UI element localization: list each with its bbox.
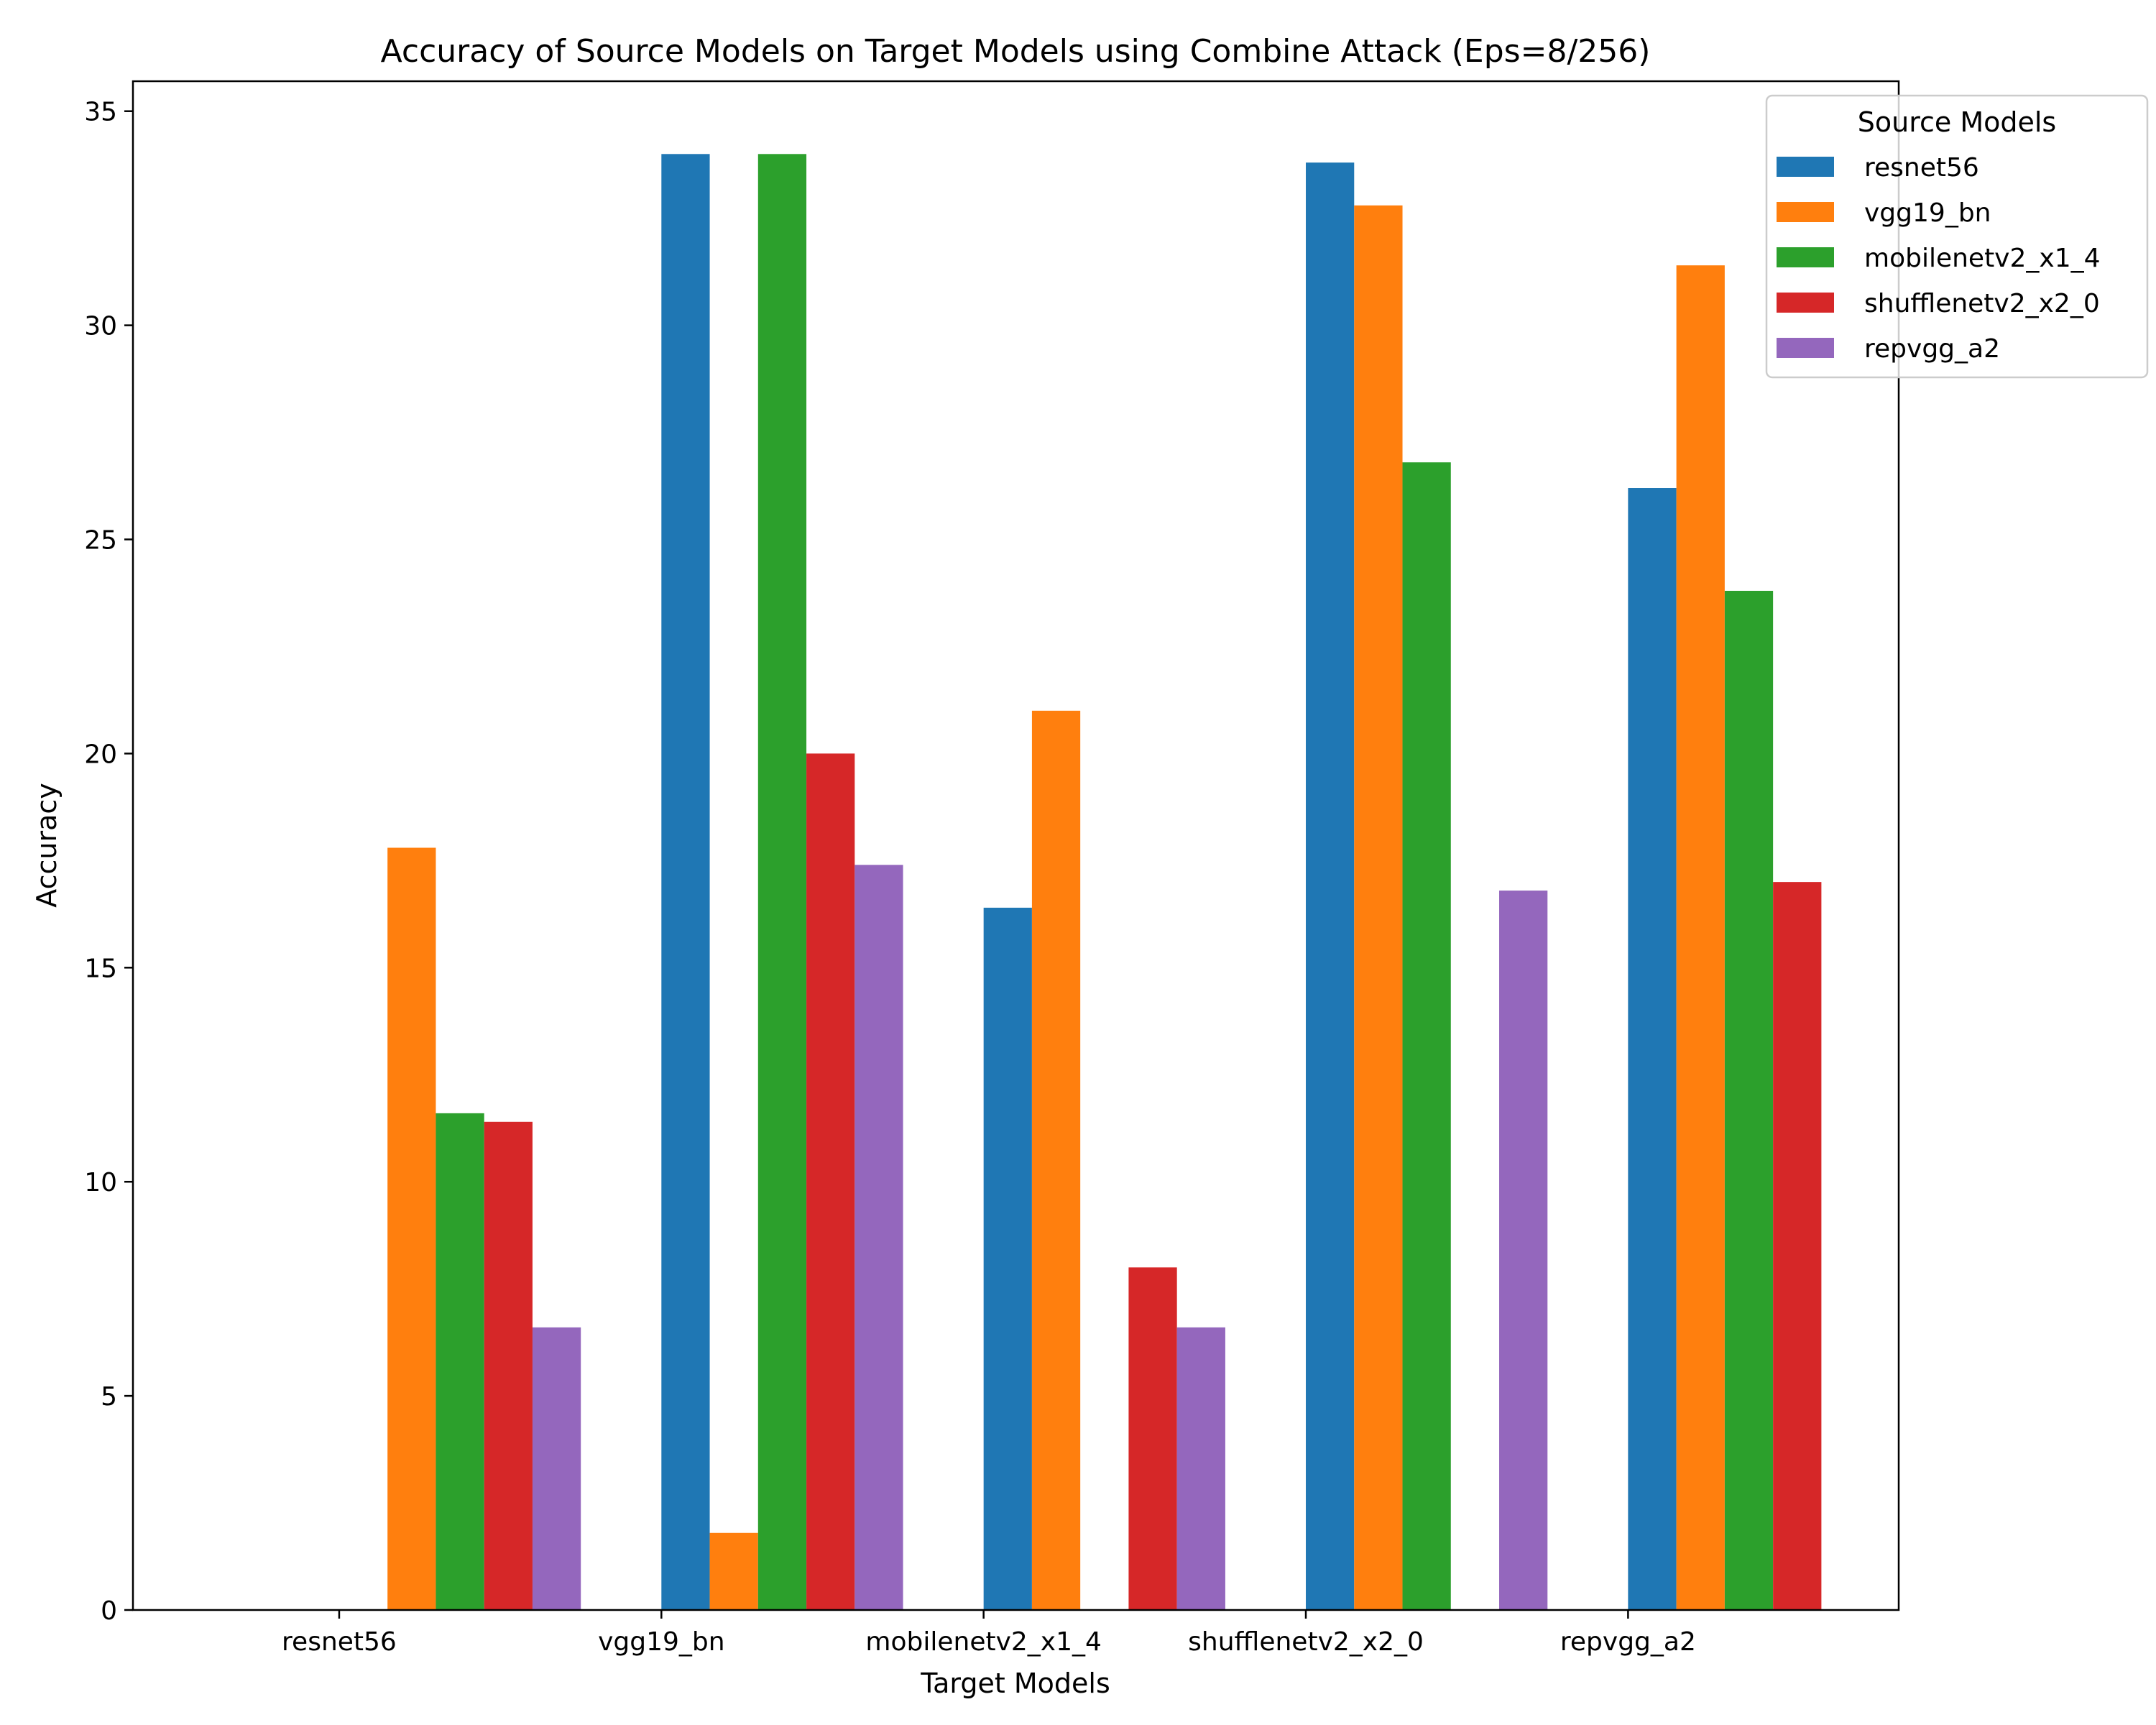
bar-vgg19_bn-shufflenetv2_x2_0 — [1354, 205, 1403, 1610]
bar-repvgg_a2-vgg19_bn — [854, 865, 903, 1610]
bar-shufflenetv2_x2_0-repvgg_a2 — [1773, 882, 1822, 1610]
legend-box — [1765, 94, 2149, 379]
bar-repvgg_a2-mobilenetv2_x1_4 — [1176, 1327, 1225, 1610]
bar-repvgg_a2-resnet56 — [532, 1327, 581, 1610]
bar-resnet56-vgg19_bn — [661, 154, 710, 1610]
x-axis-label: Target Models — [920, 1668, 1110, 1699]
legend-swatch-repvgg_a2 — [1777, 338, 1834, 358]
bar-mobilenetv2_x1_4-repvgg_a2 — [1724, 591, 1774, 1610]
y-tick-label: 25 — [84, 526, 117, 556]
bar-vgg19_bn-repvgg_a2 — [1676, 265, 1725, 1611]
legend: Source Models resnet56 vgg19_bn mobilenetv… — [1765, 94, 2149, 379]
legend-label-resnet56: resnet56 — [1864, 153, 1979, 183]
y-tick-label: 5 — [101, 1382, 117, 1412]
legend-title: Source Models — [1858, 106, 2056, 138]
y-tick-label: 20 — [84, 740, 117, 769]
x-tick-label-resnet56: resnet56 — [282, 1627, 397, 1657]
bar-mobilenetv2_x1_4-resnet56 — [436, 1113, 484, 1610]
chart-title: Accuracy of Source Models on Target Mode… — [381, 33, 1651, 70]
y-tick-label: 30 — [84, 312, 117, 341]
legend-swatch-mobilenetv2_x1_4 — [1777, 247, 1834, 267]
x-axis-ticks: resnet56 vgg19_bn mobilenetv2_x1_4 shufflen… — [282, 1610, 1696, 1657]
bar-mobilenetv2_x1_4-vgg19_bn — [757, 154, 807, 1610]
legend-swatch-resnet56 — [1777, 157, 1834, 177]
x-tick-label-vgg19_bn: vgg19_bn — [598, 1627, 724, 1657]
bar-shufflenetv2_x2_0-vgg19_bn — [806, 753, 855, 1610]
bar-resnet56-mobilenetv2_x1_4 — [983, 907, 1032, 1610]
y-tick-label: 15 — [84, 954, 117, 983]
y-tick-label: 35 — [84, 98, 117, 127]
legend-label-mobilenetv2_x1_4: mobilenetv2_x1_4 — [1864, 244, 2101, 273]
plot-frame — [132, 80, 1900, 1611]
bar-shufflenetv2_x2_0-mobilenetv2_x1_4 — [1128, 1267, 1177, 1610]
x-tick-label-shufflenetv2_x2_0: shufflenetv2_x2_0 — [1188, 1627, 1424, 1657]
bar-resnet56-repvgg_a2 — [1628, 488, 1677, 1610]
y-tick-label: 10 — [84, 1168, 117, 1197]
y-axis-ticks: 0 5 10 15 20 25 30 35 — [84, 98, 133, 1626]
legend-swatch-shufflenetv2_x2_0 — [1777, 293, 1834, 313]
bar-vgg19_bn-vgg19_bn — [709, 1532, 758, 1610]
legend-label-shufflenetv2_x2_0: shufflenetv2_x2_0 — [1864, 289, 2100, 318]
legend-label-repvgg_a2: repvgg_a2 — [1864, 334, 2000, 364]
legend-items: resnet56 vgg19_bn mobilenetv2_x1_4 shufflen… — [1777, 153, 2101, 364]
bar-shufflenetv2_x2_0-resnet56 — [484, 1121, 533, 1610]
bar-repvgg_a2-shufflenetv2_x2_0 — [1499, 891, 1548, 1610]
bar-vgg19_bn-mobilenetv2_x1_4 — [1031, 710, 1081, 1610]
y-tick-label: 0 — [101, 1596, 117, 1626]
bars-group — [387, 154, 1822, 1611]
legend-label-vgg19_bn: vgg19_bn — [1864, 198, 1991, 228]
x-tick-label-mobilenetv2_x1_4: mobilenetv2_x1_4 — [865, 1627, 1102, 1657]
x-tick-label-repvgg_a2: repvgg_a2 — [1560, 1627, 1696, 1657]
bar-vgg19_bn-resnet56 — [387, 847, 436, 1610]
bar-mobilenetv2_x1_4-shufflenetv2_x2_0 — [1402, 462, 1451, 1610]
y-axis-label: Accuracy — [31, 783, 63, 908]
legend-swatch-vgg19_bn — [1777, 202, 1834, 222]
bar-resnet56-shufflenetv2_x2_0 — [1306, 162, 1355, 1611]
